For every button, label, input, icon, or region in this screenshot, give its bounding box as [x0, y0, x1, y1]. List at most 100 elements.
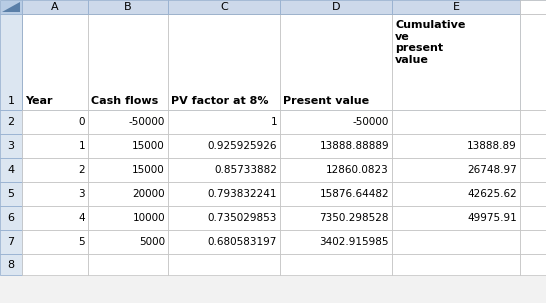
- Text: -50000: -50000: [353, 117, 389, 127]
- Text: D: D: [332, 2, 340, 12]
- Bar: [88, 0, 168, 14]
- Text: 4: 4: [79, 213, 85, 223]
- Bar: [88, 182, 168, 206]
- Bar: [520, 182, 546, 206]
- Bar: [280, 254, 392, 275]
- Bar: [280, 110, 392, 134]
- Bar: [0, 14, 22, 110]
- Bar: [392, 14, 520, 110]
- Bar: [22, 134, 88, 158]
- Bar: [22, 230, 88, 254]
- Bar: [520, 230, 546, 254]
- Bar: [520, 158, 546, 182]
- Bar: [392, 0, 520, 14]
- Text: 4: 4: [8, 165, 15, 175]
- Bar: [392, 182, 520, 206]
- Bar: [392, 206, 520, 230]
- Bar: [520, 254, 546, 275]
- Bar: [280, 14, 392, 110]
- Bar: [0, 110, 22, 134]
- Text: 26748.97: 26748.97: [467, 165, 517, 175]
- Bar: [280, 0, 392, 14]
- Text: 0.85733882: 0.85733882: [214, 165, 277, 175]
- Text: 15876.64482: 15876.64482: [319, 189, 389, 199]
- Text: 15000: 15000: [132, 165, 165, 175]
- Bar: [168, 182, 280, 206]
- Bar: [22, 14, 88, 110]
- Text: E: E: [453, 2, 460, 12]
- Text: Year: Year: [25, 96, 52, 106]
- Bar: [520, 0, 546, 14]
- Text: 5000: 5000: [139, 237, 165, 247]
- Bar: [392, 230, 520, 254]
- Bar: [168, 254, 280, 275]
- Bar: [22, 110, 88, 134]
- Text: 20000: 20000: [132, 189, 165, 199]
- Bar: [520, 14, 546, 110]
- Text: C: C: [220, 2, 228, 12]
- Text: 42625.62: 42625.62: [467, 189, 517, 199]
- Polygon shape: [2, 2, 20, 12]
- Bar: [520, 134, 546, 158]
- Bar: [168, 0, 280, 14]
- Bar: [520, 110, 546, 134]
- Bar: [392, 110, 520, 134]
- Text: Cash flows: Cash flows: [91, 96, 158, 106]
- Text: 49975.91: 49975.91: [467, 213, 517, 223]
- Bar: [22, 206, 88, 230]
- Text: 0.793832241: 0.793832241: [207, 189, 277, 199]
- Bar: [88, 254, 168, 275]
- Text: 8: 8: [8, 259, 15, 269]
- Text: 1: 1: [270, 117, 277, 127]
- Text: Present value: Present value: [283, 96, 369, 106]
- Bar: [168, 14, 280, 110]
- Text: 2: 2: [79, 165, 85, 175]
- Text: 0.735029853: 0.735029853: [207, 213, 277, 223]
- Text: A: A: [51, 2, 59, 12]
- Text: 3: 3: [79, 189, 85, 199]
- Bar: [22, 14, 520, 110]
- Bar: [280, 158, 392, 182]
- Bar: [0, 134, 22, 158]
- Bar: [168, 134, 280, 158]
- Text: 2: 2: [8, 117, 15, 127]
- Bar: [168, 230, 280, 254]
- Text: 1: 1: [8, 96, 15, 106]
- Bar: [22, 182, 88, 206]
- Bar: [88, 158, 168, 182]
- Bar: [0, 230, 22, 254]
- Bar: [392, 134, 520, 158]
- Text: Cumulative
ve
present
value: Cumulative ve present value: [395, 20, 465, 65]
- Bar: [22, 158, 88, 182]
- Bar: [88, 134, 168, 158]
- Bar: [392, 158, 520, 182]
- Text: 5: 5: [79, 237, 85, 247]
- Text: 7350.298528: 7350.298528: [319, 213, 389, 223]
- Bar: [280, 206, 392, 230]
- Text: 10000: 10000: [132, 213, 165, 223]
- Bar: [168, 206, 280, 230]
- Bar: [280, 230, 392, 254]
- Bar: [168, 110, 280, 134]
- Bar: [88, 14, 168, 110]
- Bar: [0, 0, 22, 14]
- Text: 7: 7: [8, 237, 15, 247]
- Text: 15000: 15000: [132, 141, 165, 151]
- Bar: [520, 206, 546, 230]
- Bar: [88, 206, 168, 230]
- Bar: [22, 254, 88, 275]
- Text: 12860.0823: 12860.0823: [327, 165, 389, 175]
- Bar: [280, 134, 392, 158]
- Bar: [520, 0, 546, 14]
- Text: 3: 3: [8, 141, 15, 151]
- Text: 1: 1: [79, 141, 85, 151]
- Bar: [0, 0, 546, 7]
- Text: 5: 5: [8, 189, 15, 199]
- Text: 13888.88889: 13888.88889: [319, 141, 389, 151]
- Bar: [22, 0, 88, 14]
- Bar: [88, 230, 168, 254]
- Text: 0.680583197: 0.680583197: [207, 237, 277, 247]
- Text: 0.925925926: 0.925925926: [207, 141, 277, 151]
- Bar: [392, 254, 520, 275]
- Bar: [168, 158, 280, 182]
